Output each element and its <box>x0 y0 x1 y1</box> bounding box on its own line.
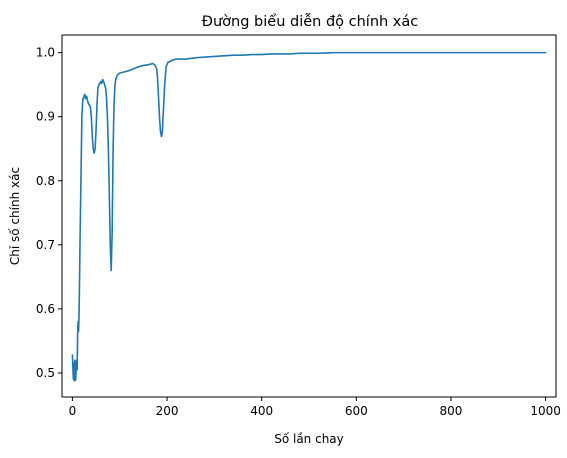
y-axis-ticks: 0.5 0.6 0.7 0.8 0.9 1.0 <box>36 46 62 380</box>
x-tick-label: 400 <box>250 404 273 418</box>
x-tick-label: 1000 <box>530 404 561 418</box>
x-axis-label: Số lần chay <box>274 432 344 446</box>
chart-title: Đường biểu diễn độ chính xác <box>202 13 419 30</box>
accuracy-series-line <box>71 51 547 382</box>
y-tick-label: 0.7 <box>36 238 55 252</box>
y-axis-label: Chỉ số chính xác <box>8 167 22 265</box>
y-tick-label: 0.6 <box>36 302 55 316</box>
x-tick-label: 200 <box>156 404 179 418</box>
x-tick-label: 0 <box>69 404 77 418</box>
x-tick-label: 800 <box>440 404 463 418</box>
x-tick-label: 600 <box>345 404 368 418</box>
axes-frame <box>61 34 557 398</box>
y-tick-label: 0.8 <box>36 174 55 188</box>
y-tick-label: 0.9 <box>36 110 55 124</box>
y-tick-label: 1.0 <box>36 46 55 60</box>
y-tick-label: 0.5 <box>36 366 55 380</box>
plot-area <box>71 51 547 382</box>
x-axis-ticks: 0 200 400 600 800 1000 <box>69 397 561 418</box>
